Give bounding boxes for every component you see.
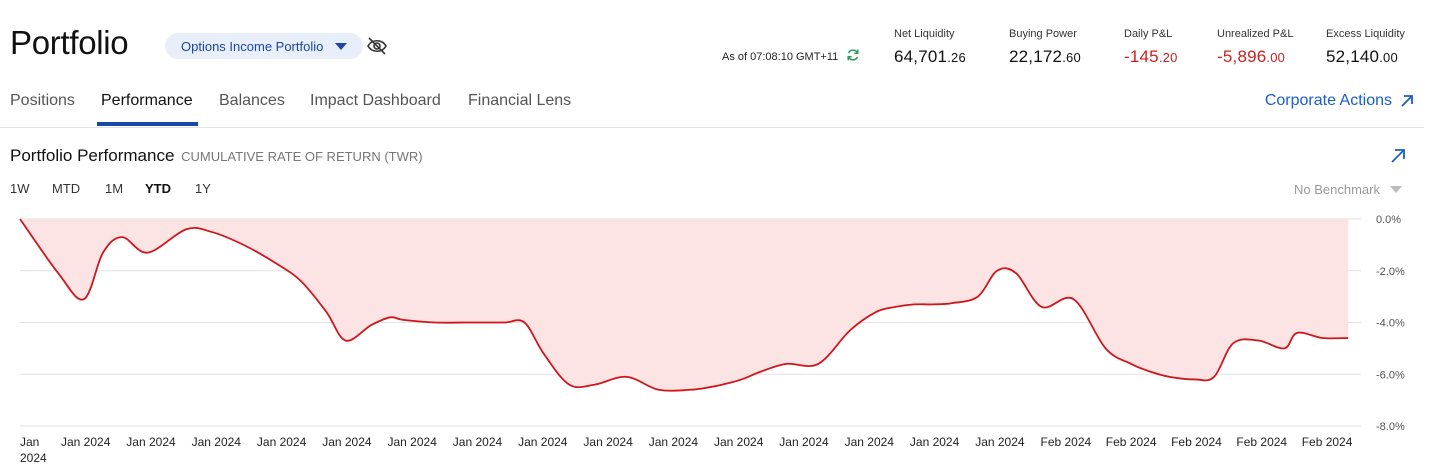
corporate-actions-link[interactable]: Corporate Actions: [1265, 92, 1414, 110]
eye-off-icon[interactable]: [366, 36, 388, 56]
range-mtd[interactable]: MTD: [52, 181, 81, 196]
metric-value: -145.20: [1124, 47, 1178, 66]
return-line: [19, 218, 1349, 392]
x-tick-label: Jan 2024: [910, 435, 960, 449]
tab-bar: Positions Performance Balances Impact Da…: [0, 84, 1424, 128]
corporate-actions-label: Corporate Actions: [1264, 92, 1392, 109]
x-tick-label: Jan 2024: [126, 435, 176, 449]
y-tick-label: -4.0%: [1376, 318, 1405, 330]
active-tab-indicator: [97, 122, 198, 126]
tab-balances[interactable]: Balances: [219, 92, 285, 109]
section-title-text: Portfolio Performance: [10, 146, 175, 165]
tab-impact-dashboard[interactable]: Impact Dashboard: [310, 92, 441, 109]
x-tick-label: Feb 2024: [1106, 435, 1157, 449]
metric-value: -5,896.00: [1217, 47, 1286, 66]
external-arrow-icon: [1401, 95, 1413, 107]
section-title: Portfolio Performance CUMULATIVE RATE OF…: [10, 146, 423, 166]
tab-positions[interactable]: Positions: [10, 92, 75, 109]
as-of-timestamp: As of 07:08:10 GMT+11: [722, 51, 839, 63]
metric-label: Excess Liquidity: [1326, 28, 1405, 40]
x-tick-label: Jan 2024: [518, 435, 568, 449]
metric-net-liquidity: Net Liquidity 64,701.26: [894, 28, 966, 67]
y-tick-label: -2.0%: [1376, 266, 1405, 278]
chevron-down-icon: [1389, 186, 1402, 193]
x-tick-label: Feb 2024: [1236, 435, 1287, 449]
return-area: [20, 219, 1349, 391]
page-title: Portfolio: [10, 24, 129, 61]
expand-arrow-icon[interactable]: [1390, 148, 1406, 164]
x-tick-label: Jan: [20, 435, 39, 449]
metric-label: Net Liquidity: [894, 28, 955, 40]
metric-value: 64,701.26: [894, 47, 966, 66]
metric-value: 22,172.60: [1009, 47, 1081, 66]
metric-label: Daily P&L: [1124, 28, 1173, 40]
x-tick-label: Feb 2024: [1302, 435, 1353, 449]
x-tick-label: Feb 2024: [1171, 435, 1222, 449]
chevron-down-icon: [335, 43, 347, 50]
x-tick-label: Jan 2024: [257, 435, 307, 449]
x-tick-label: Jan 2024: [61, 435, 111, 449]
y-tick-label: -8.0%: [1376, 421, 1405, 433]
tab-performance[interactable]: Performance: [101, 92, 193, 109]
range-1y[interactable]: 1Y: [195, 181, 211, 196]
metric-excess-liquidity: Excess Liquidity 52,140.00: [1326, 28, 1405, 67]
x-tick-label: Jan 2024: [583, 435, 633, 449]
x-tick-label: Jan 2024: [192, 435, 242, 449]
x-tick-label: Jan 2024: [975, 435, 1025, 449]
metric-label: Unrealized P&L: [1217, 28, 1294, 40]
account-selector-label: Options Income Portfolio: [181, 38, 324, 54]
y-tick-label: 0.0%: [1376, 214, 1401, 226]
account-selector[interactable]: Options Income Portfolio: [165, 33, 363, 59]
x-tick-label: 2024: [20, 451, 47, 465]
metric-unrealized-pnl: Unrealized P&L -5,896.00: [1217, 28, 1293, 67]
range-1m[interactable]: 1M: [105, 181, 124, 196]
x-tick-label: Jan 2024: [322, 435, 372, 449]
x-tick-label: Jan 2024: [453, 435, 503, 449]
x-tick-label: Feb 2024: [1041, 435, 1092, 449]
x-tick-label: Jan 2024: [845, 435, 895, 449]
section-subtitle: CUMULATIVE RATE OF RETURN (TWR): [181, 149, 423, 164]
y-tick-label: -6.0%: [1376, 369, 1405, 381]
benchmark-label: No Benchmark: [1294, 182, 1380, 197]
benchmark-selector[interactable]: No Benchmark: [1294, 182, 1402, 197]
performance-chart: 0.0% -2.0% -4.0% -6.0% -8.0% Jan 2024 Jan 2024 J…: [19, 214, 1405, 465]
tab-financial-lens[interactable]: Financial Lens: [468, 92, 572, 109]
metric-label: Buying Power: [1009, 28, 1077, 40]
range-1w[interactable]: 1W: [10, 181, 30, 196]
metric-daily-pnl: Daily P&L -145.20: [1124, 28, 1178, 67]
x-tick-label: Jan 2024: [388, 435, 438, 449]
x-tick-label: Jan 2024: [779, 435, 829, 449]
metric-buying-power: Buying Power 22,172.60: [1009, 28, 1081, 67]
range-ytd[interactable]: YTD: [145, 181, 171, 196]
x-tick-label: Jan 2024: [714, 435, 764, 449]
refresh-icon[interactable]: [846, 48, 860, 62]
x-tick-label: Jan 2024: [649, 435, 699, 449]
metric-value: 52,140.00: [1326, 47, 1398, 66]
